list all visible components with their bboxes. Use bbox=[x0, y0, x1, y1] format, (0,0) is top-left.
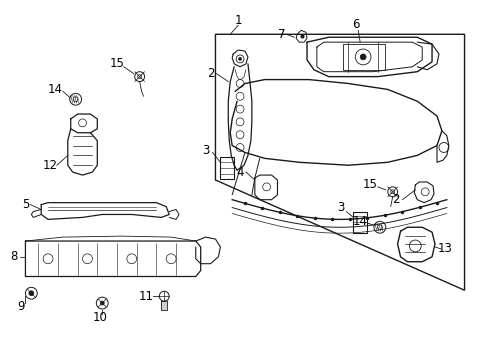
Text: 2: 2 bbox=[391, 193, 399, 206]
Text: 8: 8 bbox=[10, 250, 17, 263]
Text: 15: 15 bbox=[362, 179, 377, 192]
Text: 4: 4 bbox=[236, 166, 244, 179]
Text: 14: 14 bbox=[47, 83, 62, 96]
Text: 3: 3 bbox=[202, 144, 209, 157]
Bar bbox=[220, 157, 234, 179]
Text: 14: 14 bbox=[352, 215, 367, 228]
Bar bbox=[352, 212, 366, 233]
Text: 9: 9 bbox=[18, 300, 25, 312]
Circle shape bbox=[238, 58, 241, 60]
Text: 12: 12 bbox=[42, 159, 58, 172]
Circle shape bbox=[29, 291, 34, 296]
Text: 6: 6 bbox=[352, 18, 359, 31]
Circle shape bbox=[360, 54, 366, 60]
Text: 5: 5 bbox=[21, 198, 29, 211]
Circle shape bbox=[100, 301, 104, 305]
Bar bbox=[343, 44, 384, 70]
Text: 10: 10 bbox=[93, 311, 107, 324]
Text: 3: 3 bbox=[336, 201, 344, 214]
Text: 7: 7 bbox=[277, 28, 285, 41]
Text: 13: 13 bbox=[437, 242, 451, 255]
Text: 11: 11 bbox=[139, 290, 154, 303]
Text: 1: 1 bbox=[234, 14, 242, 27]
Text: 2: 2 bbox=[206, 67, 214, 80]
Text: 15: 15 bbox=[109, 57, 124, 70]
